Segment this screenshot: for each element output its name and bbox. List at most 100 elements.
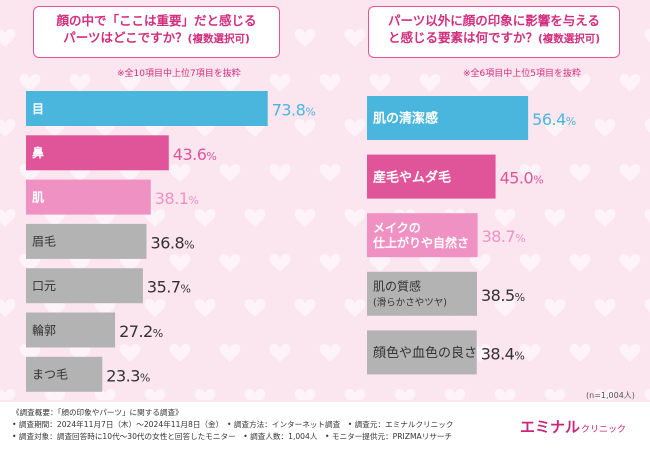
value-label: 27.2% xyxy=(119,322,163,341)
heart-decoration xyxy=(619,254,641,272)
heart-decoration xyxy=(494,299,516,317)
value-label: 56.4% xyxy=(532,110,576,129)
heart-decoration xyxy=(344,119,366,137)
heart-decoration xyxy=(269,254,291,272)
value-label: 36.8% xyxy=(151,233,195,252)
heart-decoration xyxy=(519,254,541,272)
left-question-text2: パーツはどこですか？ xyxy=(63,30,188,45)
bar-5 xyxy=(26,268,143,304)
category-label: 仕上がりや自然さ xyxy=(372,235,469,250)
heart-decoration xyxy=(69,74,91,92)
heart-decoration xyxy=(394,389,416,400)
heart-decoration xyxy=(469,74,491,92)
heart-decoration xyxy=(594,119,616,137)
brand-main: エミナル xyxy=(520,418,581,436)
heart-decoration xyxy=(294,209,316,227)
heart-decoration xyxy=(19,344,41,362)
left-question-box: 顔の中で「ここは重要」だと感じる パーツはどこですか？(複数選択可) xyxy=(33,6,280,58)
right-question-box: パーツ以外に顔の印象に影響を与える と感じる要素は何ですか？(複数選択可) xyxy=(368,6,620,58)
heart-decoration xyxy=(494,389,516,400)
heart-decoration xyxy=(219,344,241,362)
heart-decoration xyxy=(169,254,191,272)
value-label: 38.4% xyxy=(481,344,525,363)
percent-unit: % xyxy=(184,238,194,251)
category-label: 肌の質感 xyxy=(373,279,421,294)
value-label: 23.3% xyxy=(106,366,150,385)
category-label: 眉毛 xyxy=(32,235,56,249)
heart-decoration xyxy=(269,74,291,92)
chart-1: 目 73.8% 鼻 43.6% 肌 38.1% 眉毛 36.8% 口元 35.7% 輪郭 27.2% ま… xyxy=(26,91,316,392)
heart-decoration xyxy=(294,29,316,47)
heart-decoration xyxy=(219,254,241,272)
heart-decoration xyxy=(144,389,166,400)
heart-decoration xyxy=(0,389,16,400)
heart-decoration xyxy=(319,164,341,182)
heart-decoration xyxy=(144,299,166,317)
heart-decoration xyxy=(44,299,66,317)
percent-unit: % xyxy=(515,291,525,304)
right-question-line1: パーツ以外に顔の印象に影響を与える xyxy=(388,13,600,28)
value-label: 38.7% xyxy=(482,227,526,246)
category-label: 肌 xyxy=(31,189,44,204)
bar-3 xyxy=(26,179,151,215)
heart-decoration xyxy=(94,299,116,317)
category-label: 目 xyxy=(32,102,44,116)
category-label: 肌の清潔感 xyxy=(373,111,438,127)
heart-decoration xyxy=(194,299,216,317)
heart-decoration xyxy=(519,344,541,362)
heart-decoration xyxy=(219,164,241,182)
bar-2 xyxy=(367,154,496,199)
heart-decoration xyxy=(619,164,641,182)
heart-decoration xyxy=(544,299,566,317)
percent-unit: % xyxy=(153,327,163,340)
percent-unit: % xyxy=(140,371,150,384)
heart-decoration xyxy=(369,74,391,92)
heart-decoration xyxy=(644,29,650,43)
percent-unit: % xyxy=(206,150,216,163)
heart-decoration xyxy=(569,344,591,362)
heart-decoration xyxy=(544,119,566,137)
heart-decoration xyxy=(194,389,216,400)
heart-decoration xyxy=(619,74,641,92)
bar-5 xyxy=(367,330,477,375)
heart-decoration xyxy=(519,74,541,92)
percent-unit: % xyxy=(181,283,191,296)
heart-decoration xyxy=(569,74,591,92)
right-question-text2: と感じる要素は何ですか？ xyxy=(387,30,538,45)
value-label: 45.0% xyxy=(500,169,544,188)
bar-2 xyxy=(26,135,169,171)
heart-decoration xyxy=(419,254,441,272)
heart-decoration xyxy=(19,74,41,92)
left-question-line2: パーツはどこですか？(複数選択可) xyxy=(38,29,275,48)
heart-decoration xyxy=(469,254,491,272)
heart-decoration xyxy=(444,389,466,400)
value-label: 73.8% xyxy=(272,101,316,120)
heart-decoration xyxy=(644,389,650,400)
left-note: ※全10項目中上位7項目を抜粋 xyxy=(117,69,241,79)
heart-decoration xyxy=(294,389,316,400)
right-question-tag: (複数選択可) xyxy=(537,33,601,45)
category-label: 顔色や血色の良さ xyxy=(373,345,477,361)
bar-1 xyxy=(367,96,529,140)
survey-details-1: • 調査期間：2024年11月7日（木）〜2024年11月8日（金） • 調査方… xyxy=(12,420,454,429)
heart-decoration xyxy=(244,299,266,317)
heart-decoration xyxy=(294,299,316,317)
heart-decoration xyxy=(119,74,141,92)
heart-decoration xyxy=(319,344,341,362)
charts-canvas: 目 73.8% 鼻 43.6% 肌 38.1% 眉毛 36.8% 口元 35.7% 輪郭 27.2% ま… xyxy=(26,91,576,392)
heart-decoration xyxy=(0,209,16,227)
bar-4 xyxy=(367,271,477,316)
heart-decoration xyxy=(644,119,650,133)
category-label: まつ毛 xyxy=(32,368,68,382)
heart-decoration xyxy=(544,389,566,400)
survey-details-2: • 調査対象：調査回答時に10代〜30代の女性と回答したモニター • 調査人数：… xyxy=(12,432,453,441)
heart-decoration xyxy=(319,74,341,92)
survey-overview: 《調査概要：「顔の印象やパーツ」に関する調査》 xyxy=(12,408,183,417)
heart-decoration xyxy=(169,74,191,92)
left-question-line1: 顔の中で「ここは重要」だと感じる xyxy=(56,13,257,28)
category-label: 鼻 xyxy=(32,145,44,160)
heart-decoration xyxy=(244,209,266,227)
heart-decoration xyxy=(244,389,266,400)
bar-1 xyxy=(26,91,268,126)
